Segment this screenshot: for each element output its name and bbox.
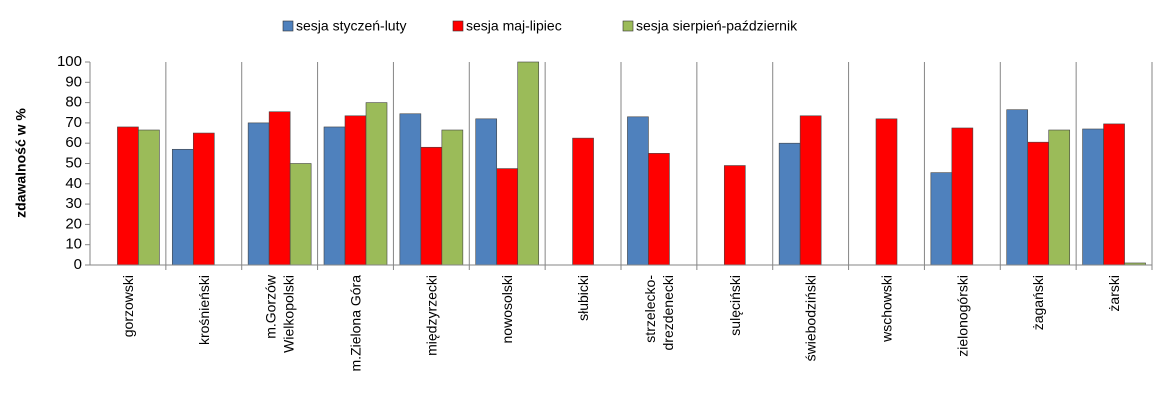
bar bbox=[171, 148, 194, 266]
legend-label: sesja maj-lipiec bbox=[466, 18, 562, 34]
bar bbox=[778, 142, 801, 266]
bar bbox=[517, 61, 540, 266]
bar bbox=[1048, 129, 1071, 266]
bar bbox=[323, 126, 346, 266]
bar bbox=[648, 153, 670, 266]
bar bbox=[1082, 128, 1104, 266]
bar bbox=[496, 168, 519, 266]
bar bbox=[875, 118, 898, 266]
bar bbox=[117, 126, 139, 266]
bar bbox=[441, 129, 464, 266]
bar bbox=[951, 127, 974, 266]
x-tick-label: żagański bbox=[1030, 275, 1046, 330]
bar bbox=[1103, 123, 1125, 266]
bar bbox=[799, 115, 822, 266]
y-tick-label: 60 bbox=[65, 134, 82, 151]
bar bbox=[420, 146, 443, 266]
bar bbox=[627, 116, 649, 266]
x-tick-label: strzelecko-drezdenecki bbox=[642, 275, 676, 351]
legend-swatch bbox=[452, 20, 464, 32]
bar bbox=[930, 172, 953, 266]
y-axis-label: zdawalność w % bbox=[13, 108, 29, 218]
x-tick-label: międzyrzecki bbox=[423, 275, 439, 356]
x-tick-label: sulęciński bbox=[727, 275, 743, 336]
x-tick-label: m.Gorzów Wielkopolski bbox=[263, 274, 297, 353]
legend-label: sesja sierpień-październik bbox=[636, 18, 798, 34]
y-tick-label: 0 bbox=[74, 256, 82, 273]
x-tick-label: krośnieński bbox=[196, 275, 212, 345]
bar bbox=[1006, 109, 1029, 266]
bar bbox=[365, 102, 388, 266]
y-tick-label: 70 bbox=[65, 114, 82, 131]
bar bbox=[1027, 141, 1050, 266]
y-tick-label: 90 bbox=[65, 73, 82, 90]
y-tick-label: 80 bbox=[65, 94, 82, 111]
bar bbox=[138, 129, 160, 266]
x-tick-label: świebodziński bbox=[803, 275, 819, 361]
legend-swatch bbox=[282, 20, 294, 32]
bar bbox=[268, 111, 291, 266]
x-tick-label: słubicki bbox=[575, 275, 591, 321]
bar bbox=[247, 122, 270, 266]
y-tick-label: 30 bbox=[65, 195, 82, 212]
x-tick-label: nowosolski bbox=[499, 275, 515, 343]
x-tick-label: żarski bbox=[1106, 275, 1122, 312]
bar bbox=[475, 118, 498, 266]
y-tick-label: 10 bbox=[65, 236, 82, 253]
bar bbox=[572, 137, 594, 266]
bar bbox=[723, 165, 746, 266]
y-tick-label: 100 bbox=[57, 53, 82, 70]
bar bbox=[289, 163, 312, 266]
legend-swatch bbox=[622, 20, 634, 32]
bar bbox=[344, 115, 367, 266]
x-tick-label: zielonogórski bbox=[954, 275, 970, 357]
y-tick-label: 20 bbox=[65, 215, 82, 232]
legend-label: sesja styczeń-luty bbox=[296, 18, 406, 34]
bar bbox=[399, 113, 422, 266]
y-tick-label: 40 bbox=[65, 175, 82, 192]
x-tick-label: gorzowski bbox=[120, 275, 136, 337]
x-tick-label: m.Zielona Góra bbox=[348, 275, 364, 372]
x-tick-label: wschowski bbox=[879, 275, 895, 343]
bar bbox=[192, 132, 215, 266]
y-tick-label: 50 bbox=[65, 154, 82, 171]
